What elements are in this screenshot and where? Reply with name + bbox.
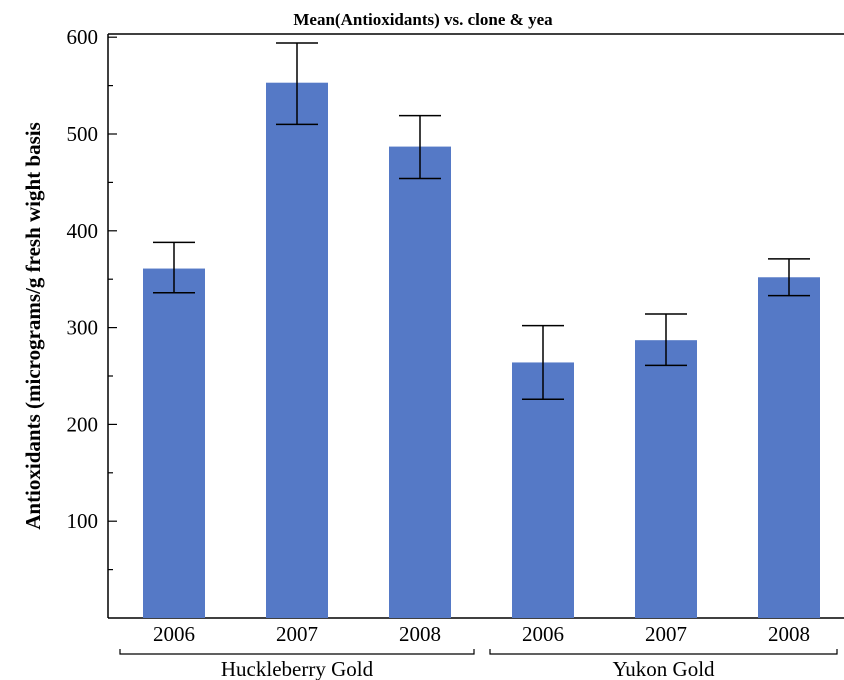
bar [389,146,451,619]
group-label: Huckleberry Gold [221,657,374,680]
group-bracket [489,649,838,655]
group-bracket [119,649,475,655]
chart-title: Mean(Antioxidants) vs. clone & yea [293,10,553,29]
x-tick-label: 2007 [645,622,687,646]
x-tick-label: 2006 [153,622,195,646]
y-tick-label: 200 [67,412,99,436]
y-axis-label: Antioxidants (micrograms/g fresh wight b… [21,122,45,530]
y-tick-label: 100 [67,509,99,533]
x-tick-label: 2006 [522,622,564,646]
group-label: Yukon Gold [612,657,715,680]
y-tick-label: 300 [67,316,99,340]
plot-area: 100 200 300 400 500 600 2006 2007 2008 Huckleberr… [67,25,844,680]
x-tick-label: 2008 [768,622,810,646]
bar [143,268,205,618]
y-tick-label: 500 [67,122,99,146]
bar [266,82,328,619]
bar [758,277,820,618]
bar [512,362,574,618]
y-tick-label: 400 [67,219,99,243]
bar [635,340,697,618]
x-tick-label: 2007 [276,622,318,646]
y-tick-label: 600 [67,25,99,49]
x-tick-label: 2008 [399,622,441,646]
